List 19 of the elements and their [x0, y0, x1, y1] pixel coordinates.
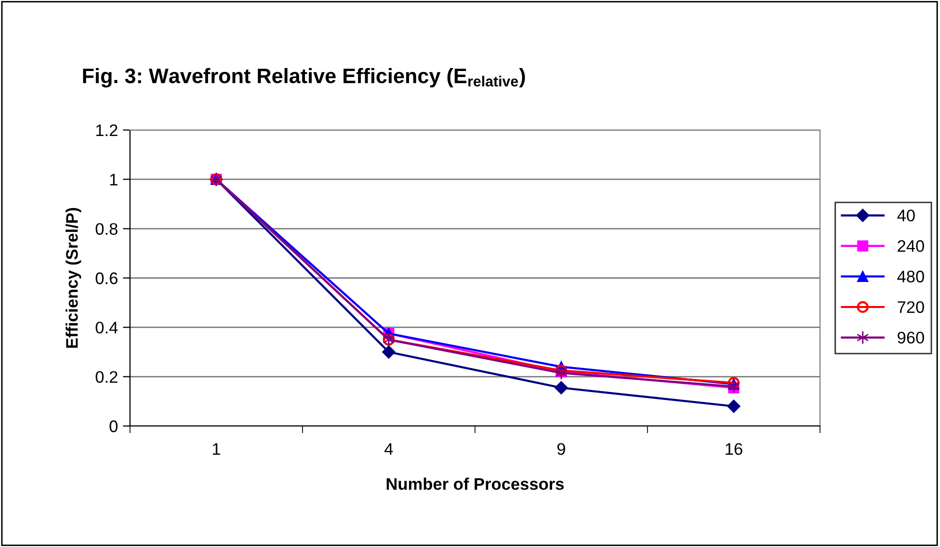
y-tick-label: 0.6	[96, 272, 118, 284]
y-tick-label: 0.4	[96, 322, 118, 334]
x-tick-label: 9	[557, 443, 566, 455]
x-tick-label: 4	[384, 443, 393, 455]
legend-label: 40	[897, 210, 915, 222]
y-axis-title: Efficiency (Srel/P)	[66, 208, 82, 348]
y-tick-label: 0	[110, 420, 118, 432]
chart-title: Fig. 3: Wavefront Relative Efficiency (E$_{relative}$)	[83, 68, 525, 88]
legend-label: 960	[898, 332, 924, 344]
y-tick-label: 1	[110, 174, 118, 186]
y-tick-label: 1.2	[96, 124, 118, 136]
x-axis-title: Number of Processors	[386, 478, 564, 490]
y-tick-label: 0.8	[96, 223, 118, 235]
x-tick-label: 1	[212, 443, 220, 455]
legend-label: 240	[898, 240, 924, 252]
x-tick-label: 16	[726, 443, 742, 455]
legend-label: 720	[898, 301, 924, 314]
y-tick-label: 0.2	[96, 371, 118, 383]
legend-label: 480	[897, 270, 924, 282]
